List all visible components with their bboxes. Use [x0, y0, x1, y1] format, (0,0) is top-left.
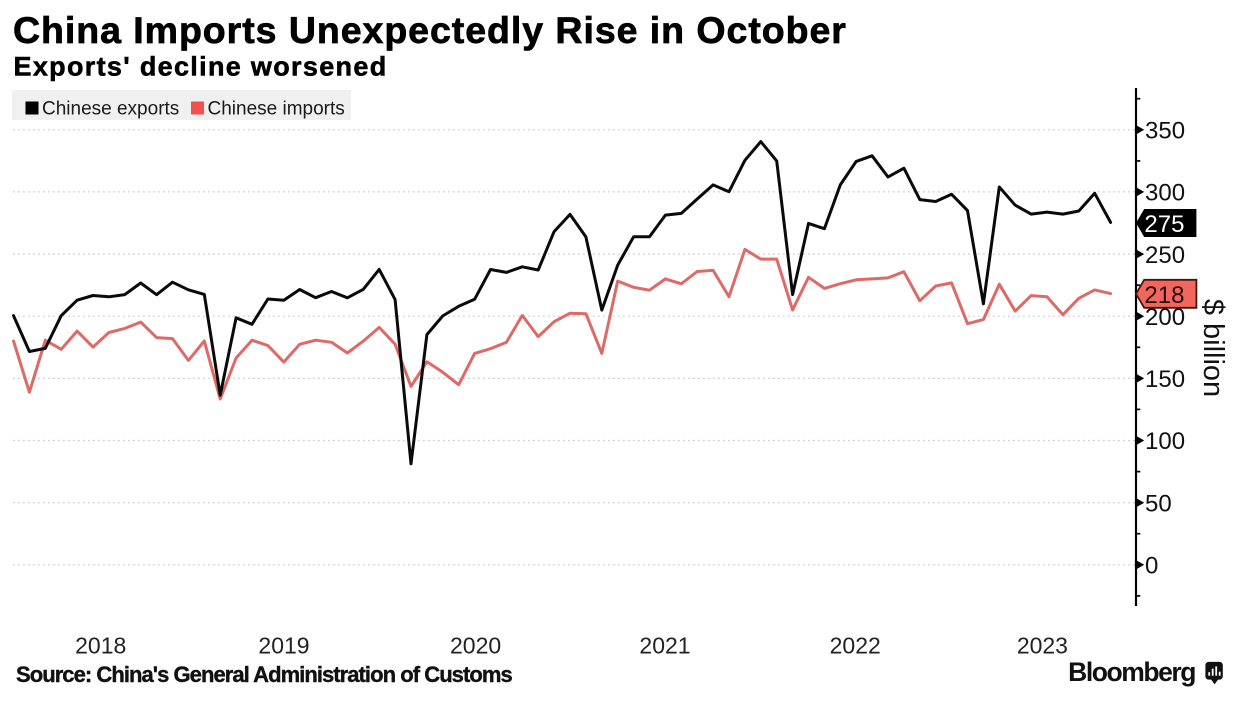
svg-text:Chinese imports: Chinese imports: [208, 99, 345, 120]
svg-text:2021: 2021: [639, 633, 690, 659]
svg-text:100: 100: [1145, 428, 1185, 455]
svg-text:2019: 2019: [258, 633, 309, 659]
svg-text:2020: 2020: [450, 633, 501, 659]
svg-text:250: 250: [1145, 242, 1185, 269]
svg-text:2018: 2018: [75, 633, 126, 659]
svg-text:150: 150: [1145, 366, 1185, 393]
svg-text:2023: 2023: [1017, 633, 1068, 659]
svg-text:Chinese exports: Chinese exports: [42, 99, 179, 120]
svg-text:2022: 2022: [830, 633, 881, 659]
svg-text:50: 50: [1145, 490, 1172, 517]
svg-text:Source: China's General Admini: Source: China's General Administration o…: [16, 662, 512, 687]
svg-text:Exports' decline worsened: Exports' decline worsened: [14, 51, 388, 81]
svg-text:Bloomberg: Bloomberg: [1068, 657, 1195, 687]
svg-text:China Imports Unexpectedly Ris: China Imports Unexpectedly Rise in Octob…: [13, 9, 847, 51]
svg-text:218: 218: [1144, 282, 1184, 309]
svg-text:$ billion: $ billion: [1197, 299, 1229, 397]
svg-text:0: 0: [1145, 553, 1158, 580]
svg-text:275: 275: [1144, 211, 1184, 238]
svg-text:350: 350: [1145, 118, 1185, 145]
svg-text:300: 300: [1145, 180, 1185, 207]
